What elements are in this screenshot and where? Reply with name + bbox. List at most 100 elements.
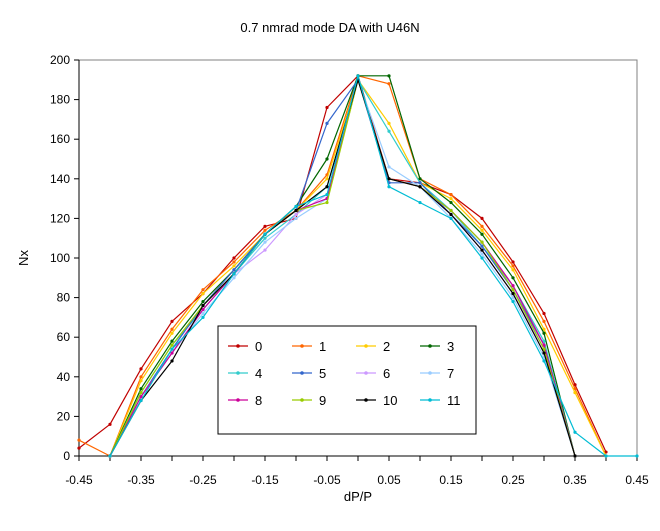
data-point — [108, 422, 112, 426]
legend-label: 9 — [319, 393, 326, 408]
data-point — [635, 454, 639, 458]
legend-item: 1 — [292, 339, 326, 354]
legend-marker — [236, 398, 240, 402]
data-point — [201, 311, 205, 316]
x-tick-label: -0.15 — [251, 473, 279, 487]
y-tick-label: 160 — [50, 132, 70, 146]
series-line-9 — [109, 79, 576, 457]
legend-marker — [364, 371, 368, 375]
data-point — [232, 264, 236, 268]
legend-item: 6 — [356, 366, 390, 381]
x-tick-label: -0.45 — [65, 473, 93, 487]
data-point — [542, 311, 546, 316]
data-point — [480, 228, 484, 232]
data-point — [263, 224, 267, 228]
legend-label: 8 — [255, 393, 262, 408]
x-tick-label: -0.35 — [127, 473, 155, 487]
data-point — [263, 236, 267, 240]
legend-label: 10 — [383, 393, 397, 408]
data-point — [511, 276, 515, 280]
legend-item: 3 — [420, 339, 454, 354]
legend-item: 5 — [292, 366, 326, 381]
series-line-0 — [78, 75, 607, 453]
data-point — [480, 256, 484, 260]
legend-marker — [428, 371, 432, 375]
y-tick-label: 60 — [57, 330, 71, 344]
data-point — [573, 391, 577, 395]
data-point — [139, 379, 143, 383]
legend-label: 0 — [255, 339, 262, 354]
series-line-11 — [109, 75, 637, 457]
data-point — [170, 327, 174, 331]
x-tick-label: 0.25 — [501, 473, 525, 487]
data-point — [170, 339, 174, 343]
y-tick-label: 180 — [50, 93, 70, 107]
legend-item: 2 — [356, 339, 390, 354]
data-point — [77, 438, 81, 442]
data-point — [263, 232, 267, 236]
y-tick-label: 120 — [50, 211, 70, 225]
data-point — [511, 264, 515, 268]
data-point — [201, 299, 205, 304]
x-tick-label: -0.25 — [189, 473, 217, 487]
y-tick-label: 100 — [50, 251, 70, 265]
data-point — [418, 185, 422, 189]
data-point — [511, 299, 515, 304]
data-point — [387, 185, 391, 189]
legend-label: 4 — [255, 366, 262, 381]
data-point — [201, 288, 205, 292]
data-point — [387, 74, 391, 78]
data-point — [449, 212, 453, 217]
data-point — [511, 288, 515, 292]
data-point — [511, 296, 515, 300]
data-point — [263, 248, 267, 252]
legend-label: 2 — [383, 339, 390, 354]
data-point — [170, 343, 174, 347]
data-point — [542, 343, 546, 347]
data-point — [170, 319, 174, 323]
data-point — [542, 319, 546, 323]
data-point — [604, 454, 608, 458]
legend-item: 9 — [292, 393, 326, 408]
data-point — [573, 454, 577, 458]
data-point — [387, 129, 391, 133]
legend-label: 7 — [447, 366, 454, 381]
data-point — [449, 193, 453, 197]
data-point — [139, 395, 143, 399]
data-point — [170, 351, 174, 355]
y-tick-label: 20 — [57, 409, 71, 423]
legend-item: 0 — [228, 339, 262, 354]
data-point — [511, 292, 515, 296]
data-point — [542, 327, 546, 331]
y-tick-label: 140 — [50, 172, 70, 186]
data-point — [573, 387, 577, 391]
data-point — [232, 260, 236, 264]
data-point — [232, 268, 236, 272]
data-point — [542, 331, 546, 335]
data-point — [170, 359, 174, 363]
legend-item: 7 — [420, 366, 454, 381]
data-point — [573, 430, 577, 434]
data-point — [108, 454, 112, 458]
data-point — [542, 347, 546, 351]
x-tick-label: 0.15 — [439, 473, 463, 487]
data-point — [325, 177, 329, 181]
chart-title: 0.7 nmrad mode DA with U46N — [240, 20, 419, 35]
data-point — [449, 216, 453, 220]
data-point — [511, 268, 515, 272]
legend-marker — [300, 344, 304, 348]
y-tick-label: 200 — [50, 53, 70, 67]
legend-marker — [236, 344, 240, 348]
data-point — [480, 240, 484, 244]
series-layer — [77, 74, 639, 458]
data-point — [139, 375, 143, 379]
data-point — [170, 331, 174, 335]
x-tick-label: 0.45 — [625, 473, 649, 487]
legend-label: 6 — [383, 366, 390, 381]
legend-item: 4 — [228, 366, 262, 381]
legend-label: 11 — [447, 393, 461, 408]
data-point — [294, 208, 298, 213]
legend-label: 5 — [319, 366, 326, 381]
